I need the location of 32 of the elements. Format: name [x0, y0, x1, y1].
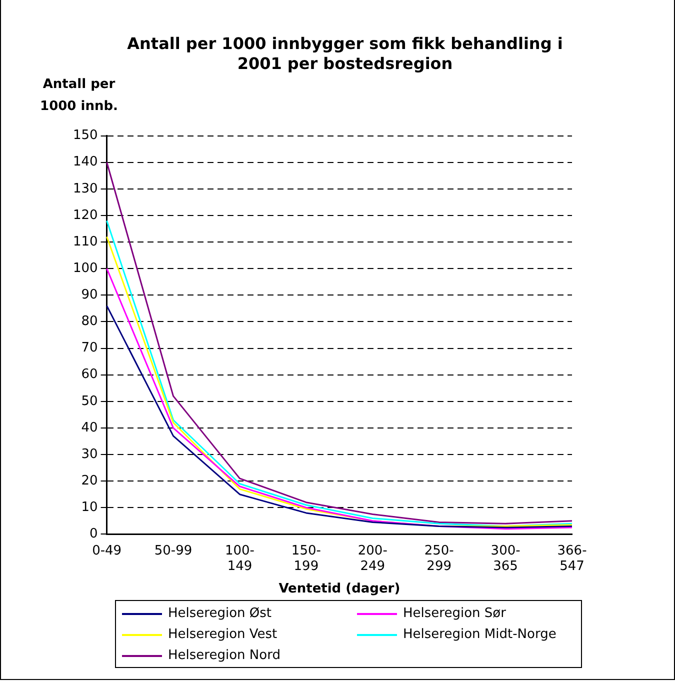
y-tick-label: 150 [72, 128, 98, 144]
x-tick-label: 250-299 [424, 543, 454, 574]
legend-label: Helseregion Øst [168, 605, 272, 623]
legend-label: Helseregion Sør [403, 605, 506, 623]
x-tick-label: 366-547 [557, 543, 588, 574]
y-tick-label: 30 [81, 446, 98, 462]
y-axis-title: Antall per 1000 innb. [39, 76, 119, 116]
legend-label: Helseregion Vest [168, 626, 278, 644]
x-tick-label: 200-249 [358, 543, 388, 574]
x-tick-label: 300-365 [490, 543, 521, 574]
x-tick-label: 100-149 [224, 543, 255, 574]
y-tick-label: 80 [81, 314, 98, 330]
y-tick-label: 70 [81, 340, 98, 356]
y-tick-label: 120 [72, 208, 98, 223]
y-tick-label: 110 [72, 234, 98, 250]
legend-label: Helseregion Midt-Norge [403, 626, 556, 644]
y-tick-label: 140 [72, 154, 98, 170]
y-tick-label: 10 [81, 500, 98, 516]
y-tick-label: 60 [81, 367, 98, 382]
legend-label: Helseregion Nord [168, 647, 280, 665]
y-tick-label: 90 [81, 288, 98, 303]
y-tick-label: 100 [72, 260, 98, 276]
x-tick-label: 0-49 [92, 543, 122, 558]
y-tick-label: 0 [90, 526, 98, 542]
y-tick-label: 50 [81, 394, 98, 409]
y-tick-label: 130 [72, 181, 98, 196]
chart-title: Antall per 1000 innbygger som fikk behandling i 2001 per bostedsregion [126, 34, 564, 74]
x-tick-label: 150-199 [291, 543, 322, 574]
y-tick-label: 40 [81, 420, 98, 436]
y-tick-label: 20 [81, 473, 98, 488]
x-axis-title: Ventetid (dager) [278, 582, 400, 597]
x-tick-label: 50-99 [154, 543, 192, 558]
